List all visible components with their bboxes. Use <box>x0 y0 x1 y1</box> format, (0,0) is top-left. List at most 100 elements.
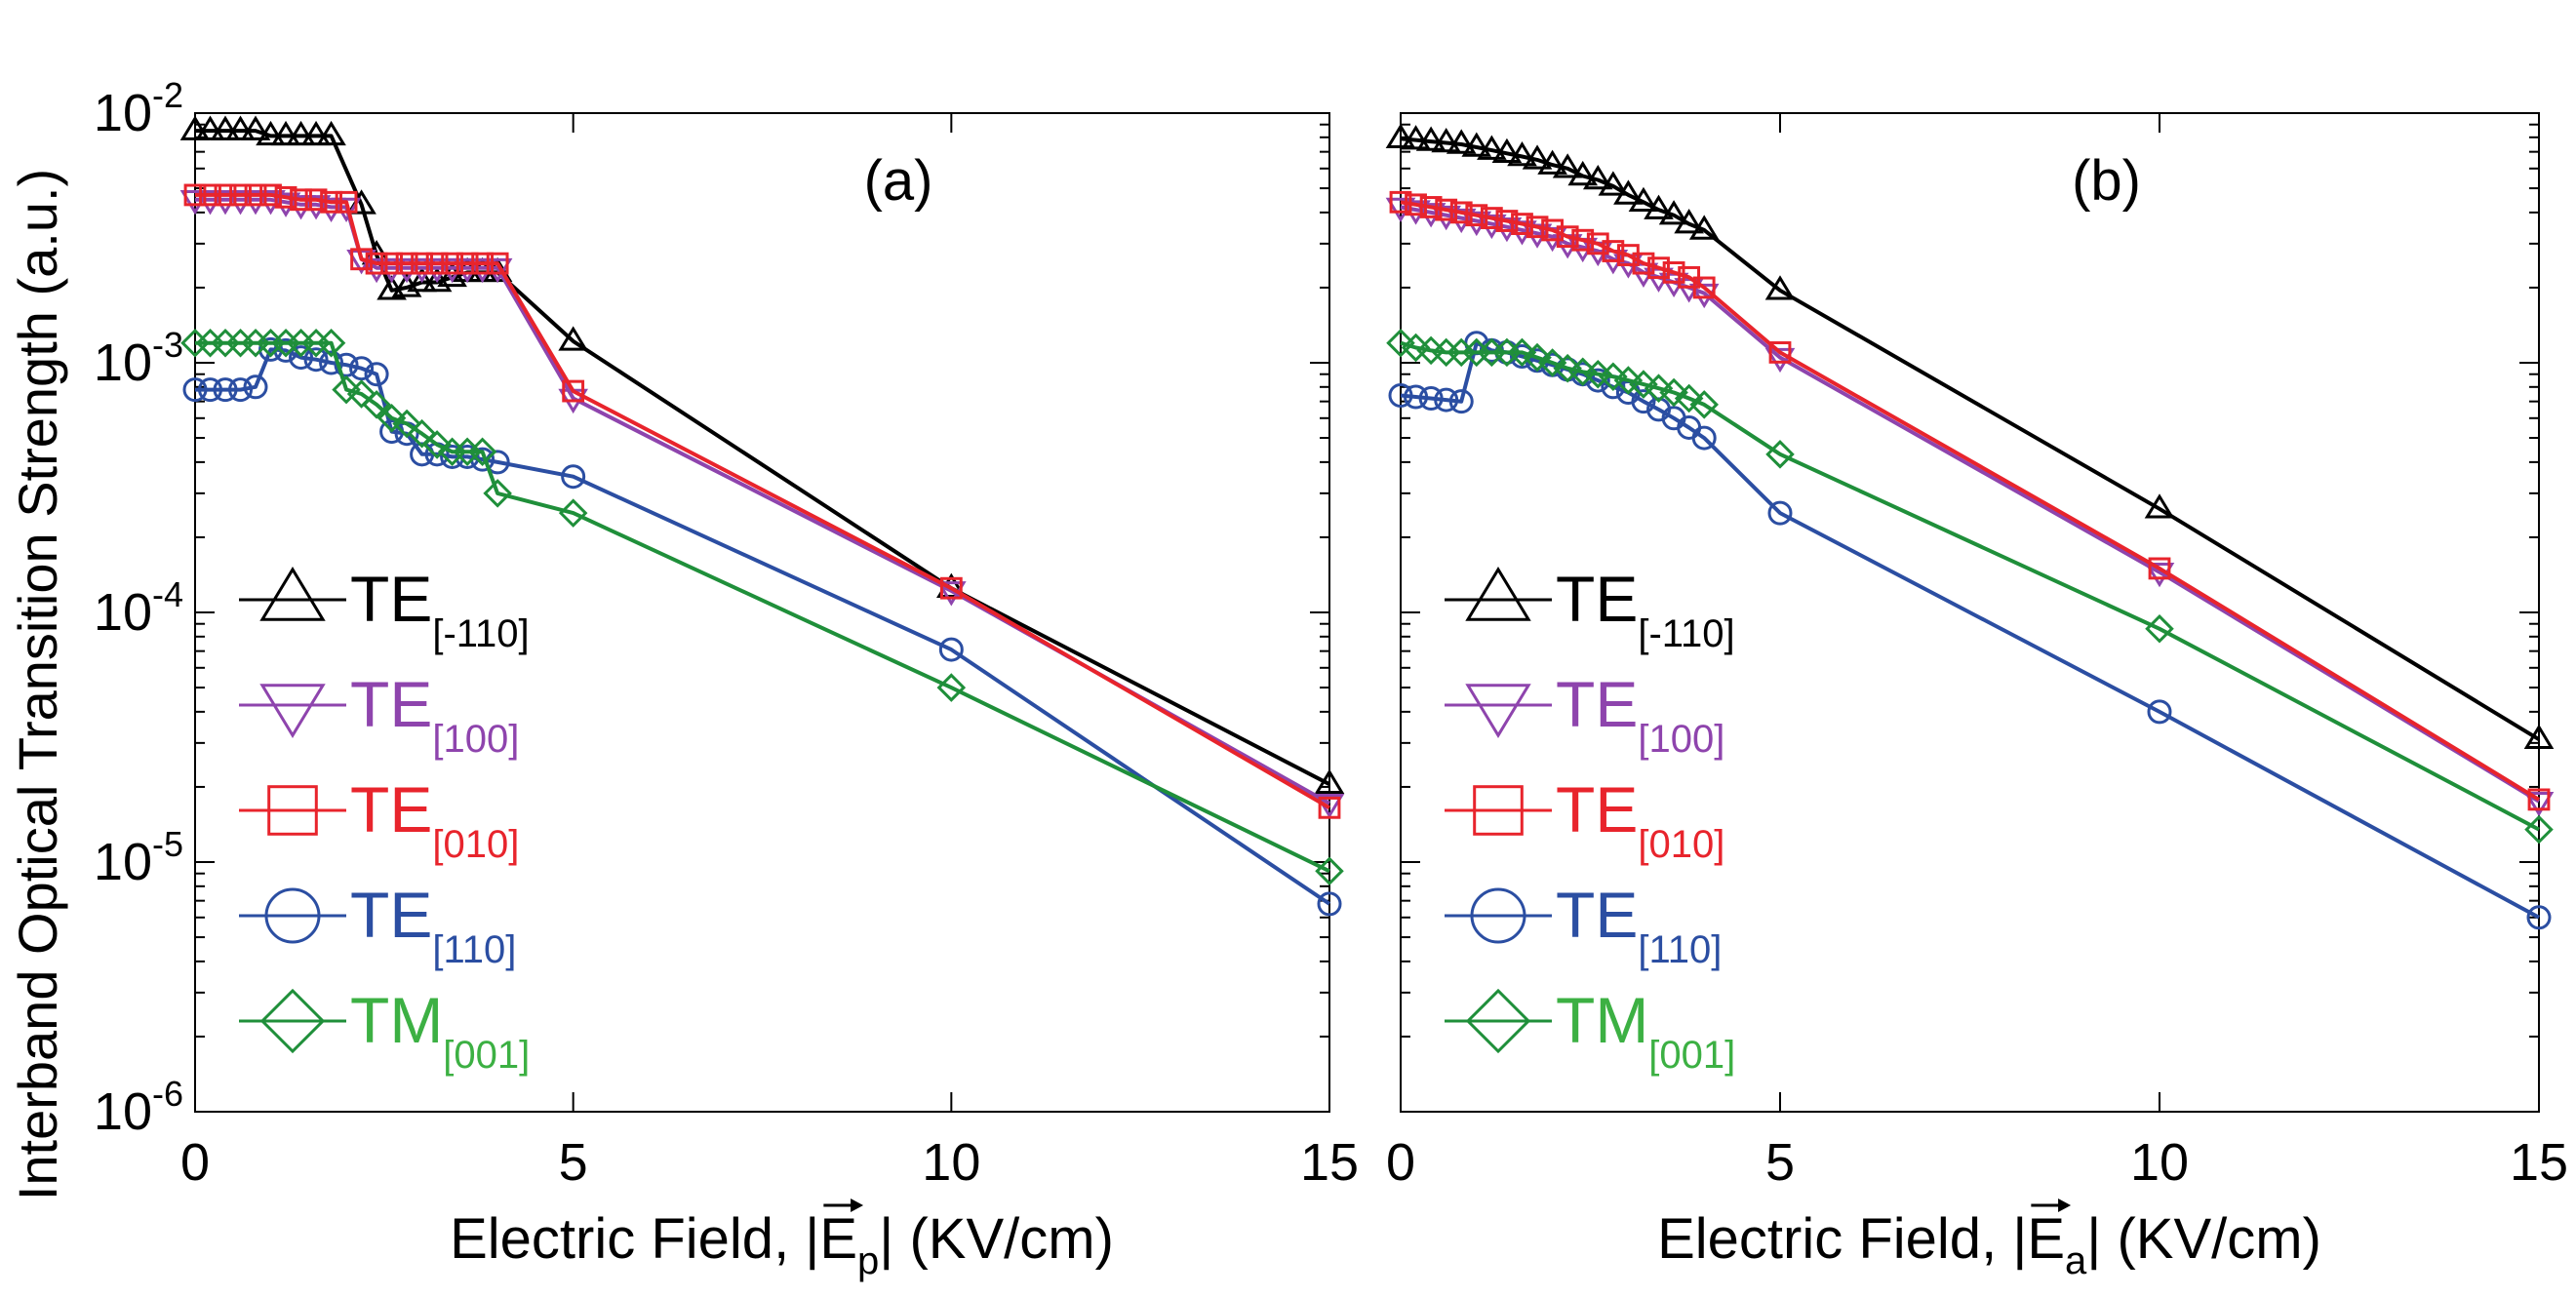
vector-arrowhead <box>851 1199 864 1212</box>
data-point <box>290 188 312 212</box>
y-tick-exponent: -6 <box>152 1074 183 1114</box>
data-point <box>1631 389 1656 414</box>
data-point <box>346 379 376 409</box>
data-point <box>1315 856 1344 886</box>
data-point <box>210 115 241 140</box>
data-point <box>1507 337 1537 368</box>
legend-marker <box>1465 684 1531 738</box>
data-point <box>407 266 437 293</box>
legend-label-subscript: [001] <box>1648 1034 1735 1077</box>
data-point <box>1401 125 1431 150</box>
x-label-vector: E <box>2027 1207 2065 1271</box>
y-tick-exponent: -2 <box>152 75 183 115</box>
data-point <box>1449 201 1473 224</box>
data-point <box>395 252 418 275</box>
legend-item-te-110: TE[-110] <box>1445 563 1735 655</box>
legend-marker <box>1465 567 1531 621</box>
x-tick-label: 5 <box>559 1133 588 1192</box>
data-point <box>316 120 346 146</box>
legend-item-te110: TE[110] <box>239 879 516 971</box>
data-point <box>316 328 346 358</box>
data-point <box>1434 387 1459 413</box>
y-axis-label: Interband Optical Transition Strength (a… <box>7 169 68 1200</box>
data-point <box>1419 196 1443 218</box>
data-point <box>1613 179 1644 205</box>
legend-label: TE[-110] <box>350 563 530 655</box>
data-point <box>455 444 480 469</box>
legend-item-te100: TE[100] <box>1445 668 1724 761</box>
data-point <box>1385 123 1416 148</box>
data-point <box>441 252 464 275</box>
data-point <box>1526 216 1549 239</box>
data-point <box>1632 252 1655 275</box>
x-label-subscript: p <box>857 1239 879 1282</box>
legend-label: TE[010] <box>350 773 519 866</box>
x-axis-label: Electric Field, |Ep| (KV/cm) <box>450 1207 1114 1282</box>
x-tick-label: 10 <box>922 1133 980 1192</box>
data-point <box>1477 135 1507 160</box>
data-point <box>1415 126 1447 151</box>
data-point <box>1507 140 1537 167</box>
data-point <box>1647 256 1670 280</box>
data-point <box>1431 127 1461 153</box>
data-point <box>1598 171 1629 196</box>
legend-item-te-110: TE[-110] <box>239 563 530 655</box>
data-point <box>335 190 358 214</box>
legend-label: TM[001] <box>1556 984 1735 1077</box>
data-point <box>456 252 479 275</box>
legend-label-name: TE <box>1556 773 1638 845</box>
data-point <box>1567 160 1599 186</box>
x-label-prefix: Electric Field, | <box>1657 1207 2027 1271</box>
data-point <box>1552 153 1583 178</box>
data-point <box>483 479 512 508</box>
data-point <box>270 120 301 146</box>
data-point <box>214 183 237 207</box>
data-point <box>1586 232 1609 255</box>
data-point <box>362 390 391 419</box>
data-point <box>376 404 407 433</box>
data-point <box>1644 373 1674 403</box>
legend-marker <box>267 785 318 836</box>
legend-label-subscript: [-110] <box>432 612 529 655</box>
series-line <box>1400 200 2541 802</box>
data-point <box>300 120 332 146</box>
data-point <box>1465 204 1488 227</box>
legend-label-name: TE <box>1556 879 1638 951</box>
data-point <box>1405 193 1427 216</box>
x-label-vector: E <box>819 1207 857 1271</box>
data-point <box>2147 699 2172 725</box>
data-point <box>1511 213 1533 235</box>
legend-label: TE[-110] <box>1556 563 1735 655</box>
data-point <box>407 418 437 449</box>
data-point <box>1448 389 1474 414</box>
legend-label-name: TE <box>1556 668 1638 740</box>
legend-label-subscript: [010] <box>432 823 519 866</box>
data-point <box>289 345 314 371</box>
series-te-110 <box>1385 123 2555 749</box>
data-point <box>179 115 211 140</box>
data-point <box>2148 557 2171 580</box>
legend-label-subscript: [001] <box>443 1034 530 1077</box>
legend-label-subscript: [100] <box>432 718 519 761</box>
data-point <box>259 183 282 207</box>
data-point <box>1662 260 1685 284</box>
data-point <box>1691 425 1717 451</box>
data-point <box>1480 207 1503 229</box>
data-point <box>2527 788 2551 811</box>
legend-item-tm001: TM[001] <box>239 984 530 1077</box>
y-tick-exponent: -3 <box>152 325 183 365</box>
data-point <box>2145 613 2174 644</box>
y-tick-label: 10-3 <box>94 325 183 392</box>
legend-label-name: TE <box>350 563 432 635</box>
data-point <box>1658 200 1689 225</box>
panel-label: (a) <box>864 149 933 213</box>
legend-label-name: TE <box>350 773 432 845</box>
data-point <box>1553 353 1582 383</box>
data-point <box>1689 390 1719 419</box>
legend-label-subscript: [110] <box>432 928 516 971</box>
legend-label-name: TM <box>350 984 443 1056</box>
data-point <box>320 190 342 214</box>
data-point <box>183 183 207 207</box>
